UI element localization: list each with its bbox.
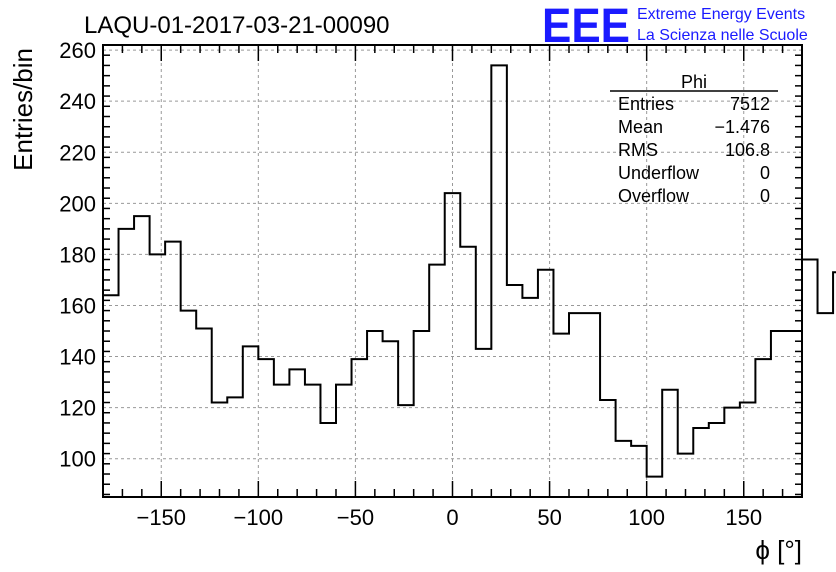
- stats-row-label: Entries: [618, 94, 674, 114]
- y-axis-title: Entries/bin: [8, 48, 38, 171]
- stats-row-value: 106.8: [725, 140, 770, 160]
- eee-logo: EEE Extreme Energy Events La Scienza nel…: [542, 0, 808, 53]
- stats-row-label: RMS: [618, 140, 658, 160]
- stats-row-value: 0: [760, 186, 770, 206]
- x-tick-label: 50: [537, 505, 561, 530]
- grid-lines: [103, 45, 802, 497]
- histogram-outline: [103, 64, 836, 478]
- stats-box: Phi Entries 7512 Mean −1.476 RMS 106.8 Underfl…: [610, 72, 778, 206]
- y-tick-label: 220: [59, 140, 96, 165]
- stats-rows: Entries 7512 Mean −1.476 RMS 106.8 Underflow 0 O…: [618, 94, 770, 206]
- stats-row-label: Mean: [618, 117, 663, 137]
- x-tick-label: 0: [446, 505, 458, 530]
- stats-row-value: 0: [760, 163, 770, 183]
- x-tick-label: −50: [337, 505, 374, 530]
- x-tick-label: 100: [628, 505, 665, 530]
- stats-row-value: 7512: [730, 94, 770, 114]
- stats-row-label: Overflow: [618, 186, 690, 206]
- y-tick-label: 100: [59, 447, 96, 472]
- x-axis-title: ϕ [°]: [755, 535, 802, 565]
- x-tick-label: −150: [136, 505, 186, 530]
- axis-ticks: [102, 44, 803, 497]
- y-tick-labels: 100 120 140 160 180 200 220 240 260: [59, 38, 96, 472]
- y-tick-label: 260: [59, 38, 96, 63]
- stats-title: Phi: [681, 72, 707, 92]
- logo-mark: EEE: [542, 0, 630, 53]
- y-tick-label: 120: [59, 396, 96, 421]
- chart-title: LAQU-01-2017-03-21-00090: [84, 12, 390, 39]
- y-tick-label: 140: [59, 345, 96, 370]
- x-tick-label: 150: [725, 505, 762, 530]
- stats-row-label: Underflow: [618, 163, 700, 183]
- stats-row-value: −1.476: [714, 117, 770, 137]
- x-tick-label: −100: [234, 505, 284, 530]
- logo-line-2: La Scienza nelle Scuole: [637, 27, 808, 44]
- y-tick-label: 200: [59, 191, 96, 216]
- y-tick-label: 240: [59, 89, 96, 114]
- logo-line-1: Extreme Energy Events: [637, 6, 805, 23]
- y-tick-label: 180: [59, 242, 96, 267]
- y-tick-label: 160: [59, 293, 96, 318]
- x-tick-labels: −150 −100 −50 0 50 100 150: [136, 505, 762, 530]
